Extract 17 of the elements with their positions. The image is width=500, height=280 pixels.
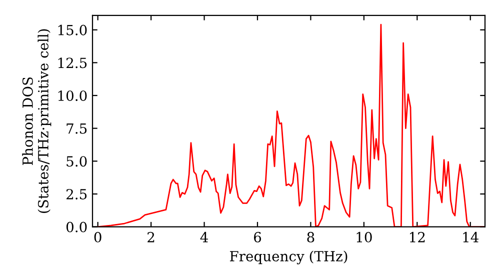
x-tick-label: 12: [410, 232, 425, 242]
x-tick-label: 6: [254, 232, 262, 242]
y-tick-label: 10.0: [58, 90, 87, 101]
x-tick-label: 10: [356, 232, 372, 242]
x-tick-label: 4: [200, 232, 208, 242]
y-tick-label: 12.5: [58, 58, 87, 68]
x-tick-label: 2: [148, 232, 154, 242]
x-tick-label: 0: [94, 232, 102, 242]
y-tick-label: 7.5: [66, 123, 87, 134]
y-tick-label: 0.0: [66, 222, 87, 232]
x-tick-label: 8: [307, 232, 314, 242]
y-tick-label: 2.5: [66, 188, 87, 200]
x-tick-label: 14: [463, 232, 478, 242]
y-tick-label: 15.0: [58, 24, 87, 36]
x-axis-title: Frequency (THz): [230, 250, 348, 264]
y-tick-label: 5.0: [66, 156, 87, 167]
y-axis-title: Phonon DOS (States/THz·primitive cell): [22, 29, 52, 213]
